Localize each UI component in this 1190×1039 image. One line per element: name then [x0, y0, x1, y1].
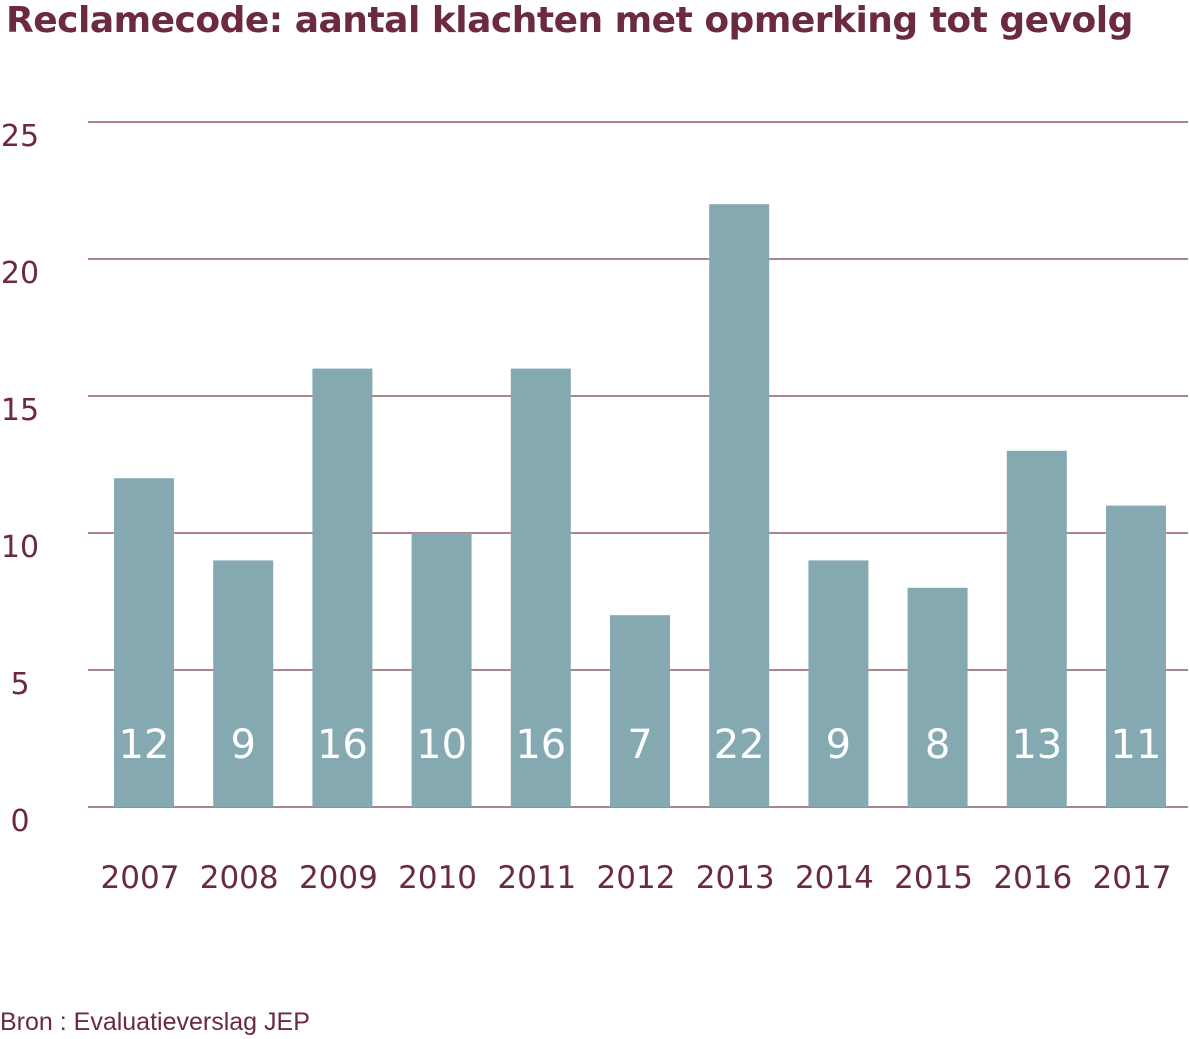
x-tick-label-2013: 2013 [696, 860, 775, 896]
x-tick-label-2007: 2007 [101, 860, 180, 896]
x-tick-label-2008: 2008 [200, 860, 279, 896]
y-axis-ticks: 0 5 10 15 20 25 [1, 119, 39, 839]
bar-2013 [709, 204, 770, 807]
bar-2012 [610, 615, 670, 807]
y-tick-label: 25 [1, 119, 39, 154]
bar-2017 [1106, 505, 1166, 807]
x-tick-label-2016: 2016 [993, 860, 1072, 896]
bar-2008 [213, 560, 274, 807]
bar-2015 [907, 587, 968, 807]
source-note: Bron : Evaluatieverslag JEP [0, 1008, 310, 1036]
data-label-2017: 11 [1111, 722, 1162, 768]
bar-2011 [510, 368, 571, 807]
bar-2016 [1006, 450, 1067, 807]
x-tick-label-2011: 2011 [497, 860, 576, 896]
bar-2014 [808, 560, 869, 807]
data-label-2007: 12 [119, 722, 170, 768]
x-tick-label-2010: 2010 [398, 860, 477, 896]
x-tick-label-2009: 2009 [299, 860, 378, 896]
y-tick-label: 15 [1, 393, 39, 428]
y-tick-label: 10 [1, 530, 39, 565]
x-tick-label-2017: 2017 [1093, 860, 1172, 896]
data-label-2008: 9 [230, 722, 255, 768]
y-tick-label: 5 [10, 667, 29, 702]
x-axis-ticks: 2007 2008 2009 2010 2011 2012 2013 2014 2015 2016… [101, 860, 1172, 896]
data-label-2014: 9 [826, 722, 851, 768]
bars [114, 204, 1166, 807]
data-label-2016: 13 [1011, 722, 1062, 768]
y-tick-label: 0 [10, 804, 29, 839]
bar-2007 [114, 478, 174, 807]
x-tick-label-2012: 2012 [597, 860, 676, 896]
y-tick-label: 20 [1, 256, 39, 291]
bar-2010 [411, 533, 472, 807]
data-labels: 12 9 16 10 16 7 22 9 8 13 11 [119, 722, 1162, 768]
data-label-2012: 7 [627, 722, 652, 768]
data-label-2009: 16 [317, 722, 368, 768]
data-label-2013: 22 [714, 722, 765, 768]
data-label-2011: 16 [515, 722, 566, 768]
x-tick-label-2015: 2015 [894, 860, 973, 896]
data-label-2015: 8 [925, 722, 950, 768]
x-tick-label-2014: 2014 [795, 860, 874, 896]
bar-2009 [312, 368, 373, 807]
data-label-2010: 10 [416, 722, 467, 768]
chart-title: Reclamecode: aantal klachten met opmerki… [6, 0, 1133, 41]
